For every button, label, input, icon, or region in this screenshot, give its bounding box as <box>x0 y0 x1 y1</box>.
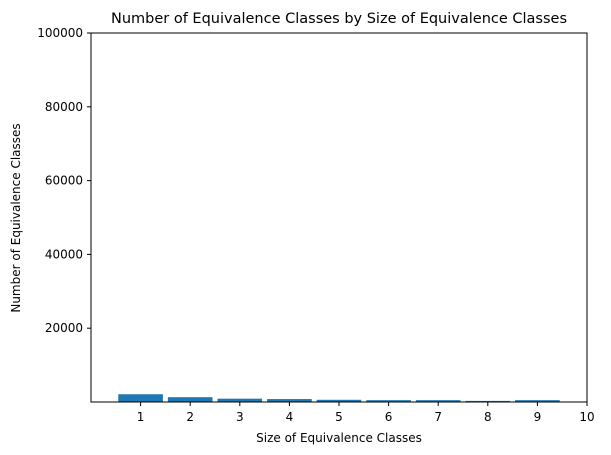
bar-9 <box>515 400 560 402</box>
x-tick-label-9: 9 <box>534 410 542 424</box>
bar-1 <box>118 394 163 402</box>
bar-3 <box>217 398 263 402</box>
x-tick-label-5: 5 <box>335 410 343 424</box>
y-ticks-group: 20000 40000 60000 80000 100000 <box>37 26 91 335</box>
y-axis-label: Number of Equivalence Classes <box>9 123 23 312</box>
bar-6 <box>366 400 411 402</box>
x-tick-label-7: 7 <box>434 410 442 424</box>
y-tick-label-40000: 40000 <box>45 247 83 261</box>
x-tick-label-1: 1 <box>137 410 145 424</box>
y-tick-label-80000: 80000 <box>45 100 83 114</box>
bar-5 <box>316 399 362 402</box>
bar-2 <box>167 397 213 402</box>
y-tick-label-20000: 20000 <box>45 321 83 335</box>
x-tick-label-2: 2 <box>186 410 194 424</box>
x-tick-label-8: 8 <box>484 410 492 424</box>
y-tick-label-60000: 60000 <box>45 174 83 188</box>
x-axis-label: Size of Equivalence Classes <box>256 431 422 445</box>
y-tick-label-100000: 100000 <box>37 26 83 40</box>
chart-title: Number of Equivalence Classes by Size of… <box>111 11 567 27</box>
x-tick-label-3: 3 <box>236 410 244 424</box>
x-tick-label-10: 10 <box>579 410 594 424</box>
bar-7 <box>415 400 461 402</box>
plot-frame <box>90 32 588 403</box>
x-tick-label-6: 6 <box>385 410 393 424</box>
bars-group <box>118 394 560 402</box>
x-ticks-group: 1 2 3 4 5 6 7 8 9 10 <box>137 402 595 424</box>
x-tick-label-4: 4 <box>286 410 294 424</box>
bar-4 <box>267 399 312 402</box>
bar-8 <box>465 400 511 402</box>
